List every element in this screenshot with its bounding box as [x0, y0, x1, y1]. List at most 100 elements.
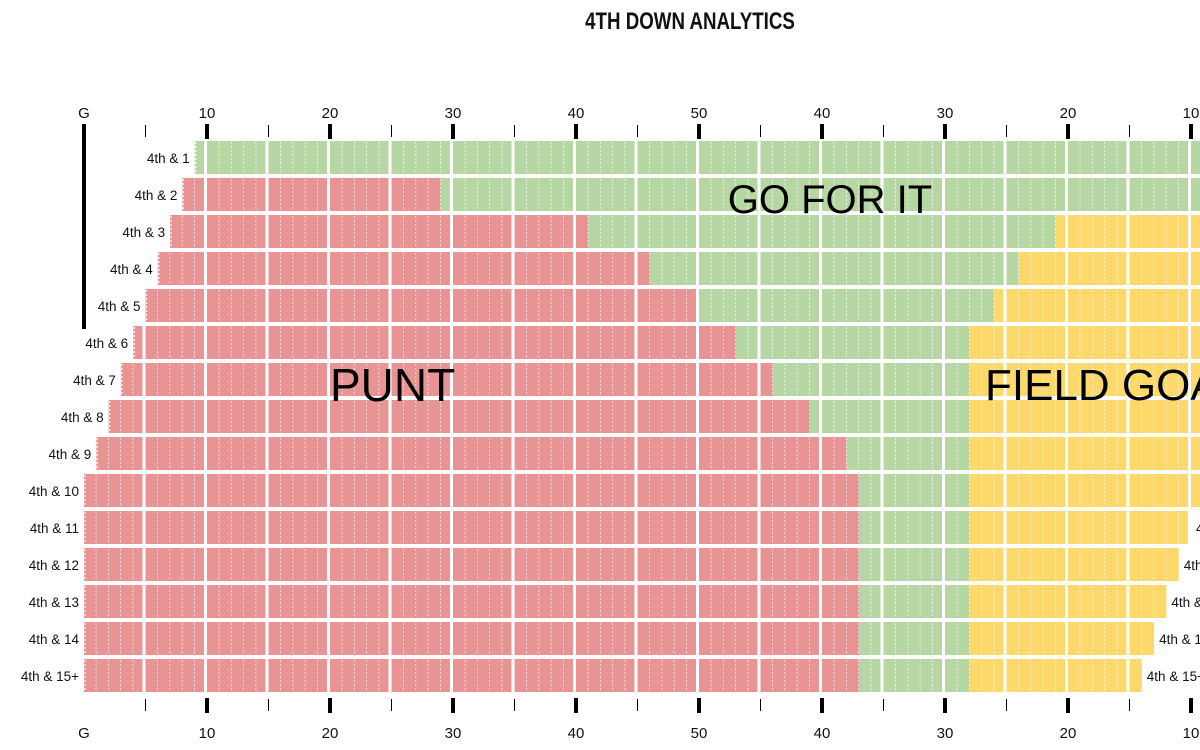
yard-cell: [391, 215, 404, 248]
yard-cell: [84, 622, 97, 655]
yard-cell: [662, 511, 675, 544]
yard-cell: [1006, 289, 1019, 322]
yard-cell: [957, 548, 970, 581]
yard-cell: [391, 178, 404, 211]
yard-cell: [539, 585, 552, 618]
yard-cell: [1031, 474, 1044, 507]
yard-cell: [305, 474, 318, 507]
yard-cell: [366, 659, 380, 692]
yard-cell: [649, 400, 663, 433]
yard-cell: [1104, 659, 1118, 692]
yard-cell: [1080, 400, 1093, 433]
yard-cell: [785, 178, 798, 211]
yard-cell: [686, 437, 696, 470]
yard-cell: [846, 437, 859, 470]
yard-cell: [231, 178, 244, 211]
yard-cell: [1080, 215, 1093, 248]
yard-cell: [1092, 548, 1105, 581]
yard-cell: [1068, 326, 1081, 359]
yard-cell: [1154, 178, 1167, 211]
yard-cell: [711, 215, 724, 248]
yard-cell: [625, 548, 635, 581]
yard-cell: [428, 400, 441, 433]
yard-cell: [748, 400, 758, 433]
yard-cell: [576, 474, 589, 507]
yard-cell: [723, 511, 736, 544]
yard-cell: [883, 622, 896, 655]
yard-cell: [699, 548, 712, 581]
yard-cell: [895, 474, 909, 507]
yard-cell: [416, 585, 429, 618]
yard-cell: [723, 585, 736, 618]
yard-cell: [883, 326, 896, 359]
yard-cell: [403, 215, 417, 248]
row-label: 4th & 14: [29, 632, 80, 647]
yard-cell: [231, 511, 244, 544]
yard-cell: [858, 400, 872, 433]
yard-cell: [502, 178, 512, 211]
yard-cell: [699, 141, 712, 174]
yard-cell: [834, 252, 847, 285]
yard-cell: [428, 511, 441, 544]
yard-cell: [1080, 585, 1093, 618]
yard-cell: [182, 511, 195, 544]
yard-cell: [453, 548, 466, 581]
yard-cell: [379, 141, 389, 174]
yard-cell: [526, 400, 540, 433]
yard-cell: [600, 141, 613, 174]
yard-cell: [465, 326, 478, 359]
yard-cell: [723, 141, 736, 174]
yard-cell: [428, 437, 441, 470]
yard-cell: [760, 363, 773, 396]
yard-cell: [945, 141, 958, 174]
yard-cell: [256, 548, 266, 581]
yard-cell: [772, 326, 786, 359]
yard-cell: [1166, 511, 1179, 544]
yard-cell: [477, 252, 490, 285]
yard-cell: [243, 363, 257, 396]
yard-cell: [182, 289, 195, 322]
yard-cell: [366, 585, 380, 618]
yard-cell: [219, 215, 232, 248]
yard-cell: [1055, 659, 1065, 692]
yard-cell: [822, 363, 835, 396]
yard-cell: [600, 400, 613, 433]
yard-cell: [883, 585, 896, 618]
yard-cell: [551, 437, 564, 470]
yard-cell: [120, 659, 134, 692]
row-label: 4th & 10: [29, 484, 79, 499]
yard-cell: [772, 141, 786, 174]
yard-cell: [600, 659, 613, 692]
yard-cell: [858, 215, 872, 248]
top-tick-label: 30: [445, 105, 462, 122]
yard-cell: [612, 252, 626, 285]
yard-cell: [858, 585, 872, 618]
yard-cell: [428, 622, 441, 655]
yard-cell: [514, 326, 527, 359]
yard-cell: [305, 400, 318, 433]
yard-cell: [834, 363, 847, 396]
yard-cell: [871, 289, 881, 322]
yard-cell: [785, 548, 798, 581]
yard-cell: [649, 474, 663, 507]
yard-cell: [231, 400, 244, 433]
yard-cell: [293, 252, 306, 285]
yard-cell: [576, 437, 589, 470]
yard-cell: [453, 474, 466, 507]
major-tick: [574, 698, 578, 713]
yard-cell: [1055, 141, 1065, 174]
yard-cell: [748, 437, 758, 470]
row-label: 4th & 1: [147, 151, 190, 166]
yard-cell: [416, 141, 429, 174]
yard-cell: [981, 474, 995, 507]
yard-cell: [1129, 474, 1142, 507]
yard-cell: [1166, 326, 1179, 359]
yard-cell: [711, 363, 724, 396]
yard-cell: [809, 289, 819, 322]
yard-cell: [1166, 363, 1179, 396]
yard-cell: [293, 474, 306, 507]
yard-cell: [1055, 289, 1065, 322]
yard-cell: [207, 622, 220, 655]
yard-cell: [920, 215, 933, 248]
yard-cell: [600, 585, 613, 618]
